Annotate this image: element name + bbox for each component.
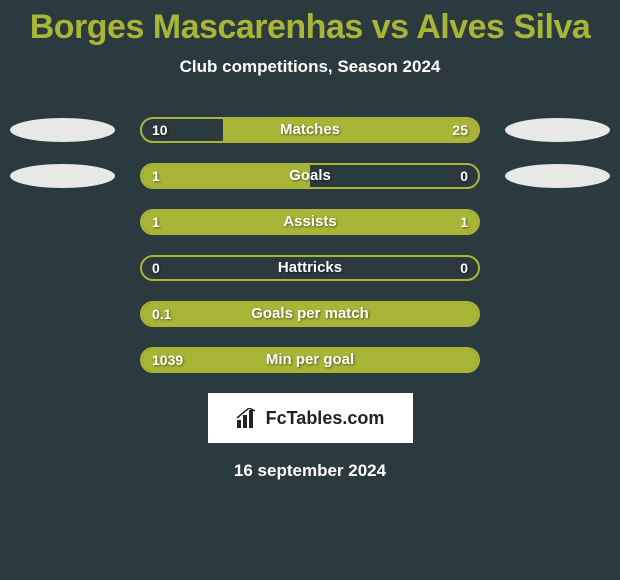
row-label: Matches	[280, 117, 340, 143]
row-label: Hattricks	[278, 255, 342, 281]
value-right: 1	[460, 209, 468, 235]
value-left: 10	[152, 117, 168, 143]
stat-row: 0.1 Goals per match	[0, 301, 620, 327]
bar-left-fill	[140, 165, 310, 187]
stat-row: 10 25 Matches	[0, 117, 620, 143]
comparison-card: Borges Mascarenhas vs Alves Silva Club c…	[0, 0, 620, 580]
team-badge-right	[505, 164, 610, 188]
value-right: 0	[460, 163, 468, 189]
row-label: Goals	[289, 163, 331, 189]
value-left: 1	[152, 209, 160, 235]
row-label: Goals per match	[251, 301, 369, 327]
team-badge-left	[10, 118, 115, 142]
page-title: Borges Mascarenhas vs Alves Silva	[0, 8, 620, 47]
value-left: 1039	[152, 347, 183, 373]
subtitle: Club competitions, Season 2024	[0, 57, 620, 77]
logo-text: FcTables.com	[266, 408, 385, 429]
logo-badge: FcTables.com	[208, 393, 413, 443]
stat-row: 1039 Min per goal	[0, 347, 620, 373]
value-right: 0	[460, 255, 468, 281]
value-left: 0	[152, 255, 160, 281]
row-label: Assists	[283, 209, 336, 235]
value-left: 1	[152, 163, 160, 189]
chart-area: 1025Matches10Goals11Assists00Hattricks0.…	[0, 117, 620, 373]
value-right: 25	[452, 117, 468, 143]
stat-row: 0 0 Hattricks	[0, 255, 620, 281]
value-left: 0.1	[152, 301, 171, 327]
stat-row: 1 1 Assists	[0, 209, 620, 235]
team-badge-left	[10, 164, 115, 188]
stat-row: 1 0 Goals	[0, 163, 620, 189]
row-label: Min per goal	[266, 347, 354, 373]
date-line: 16 september 2024	[0, 461, 620, 481]
team-badge-right	[505, 118, 610, 142]
chart-icon	[236, 408, 260, 428]
